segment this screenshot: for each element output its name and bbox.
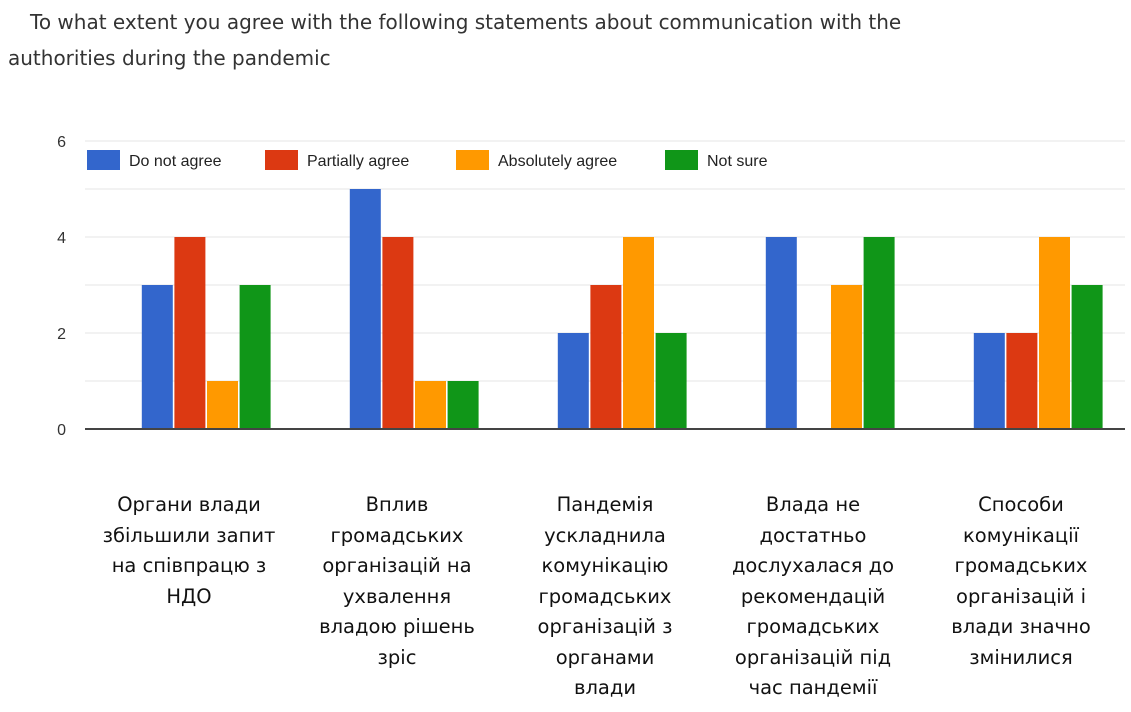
bar [765, 237, 797, 429]
legend-item: Do not agree [87, 150, 222, 170]
x-category-label-line: органами [555, 645, 655, 669]
chart-bars [141, 189, 1103, 429]
legend-swatch [87, 150, 120, 170]
bar [973, 333, 1005, 429]
x-category-label-line: Вплив [365, 493, 429, 516]
y-axis-ticks: 0 2 4 6 [57, 134, 66, 439]
bar [623, 237, 654, 429]
chart-legend: Do not agree Partially agree Absolutely ag… [87, 150, 768, 170]
bar [239, 285, 271, 429]
bar [655, 333, 687, 429]
legend-item: Partially agree [265, 150, 409, 170]
x-category-label: Органи влади збільшили запит на співпрацю … [101, 490, 277, 612]
bar [382, 237, 414, 429]
x-category-label: Пандемія ускладнила комунікацію громадських… [517, 490, 693, 704]
x-category-label-line: час пандемії [748, 676, 878, 699]
chart-title-line-2: authorities during the pandemic [8, 46, 331, 70]
bar [1039, 237, 1070, 429]
x-category-label-line: Влада не [765, 493, 861, 516]
x-category-label: Влада не достатньо дослухалася до рекоменда… [725, 490, 901, 704]
x-category-label-line: на співпрацю з [111, 554, 267, 577]
bar [141, 285, 173, 429]
y-tick-label: 4 [57, 230, 66, 247]
legend-swatch [265, 150, 298, 170]
chart-title-line-1: To what extent you agree with the follow… [30, 10, 902, 34]
x-category-label-line: громадських [954, 554, 1088, 577]
x-category-label-line: Пандемія [556, 493, 654, 516]
y-tick-label: 6 [57, 134, 66, 151]
x-category-label-line: НДО [166, 584, 212, 608]
x-category-label-line: організацій і [956, 584, 1086, 608]
bar [207, 381, 238, 429]
x-category-label-line: рекомендацій [740, 584, 886, 608]
bar [557, 333, 589, 429]
x-category-label-line: влади [573, 676, 637, 699]
y-tick-label: 0 [57, 422, 66, 439]
x-category-label-line: дослухалася до [731, 554, 895, 577]
bar [415, 381, 446, 429]
x-category-label-line: владою рішень [319, 615, 475, 638]
legend-item: Absolutely agree [456, 150, 617, 170]
x-category-label: Вплив громадських організацій на ухвалення в… [309, 490, 485, 673]
bar [349, 189, 381, 429]
y-tick-label: 2 [57, 326, 66, 343]
legend-label: Not sure [707, 153, 768, 170]
x-category-label-line: організацій на [322, 554, 472, 577]
legend-item: Not sure [665, 150, 768, 170]
x-category-label-line: змінилися [969, 645, 1073, 669]
bar [1071, 285, 1103, 429]
x-category-label-line: громадських [330, 523, 464, 547]
x-category-label-line: влади значно [951, 615, 1091, 638]
x-category-label-line: Органи влади [117, 493, 261, 516]
chart-title: To what extent you agree with the follow… [8, 4, 1108, 76]
legend-label: Do not agree [129, 153, 222, 170]
legend-label: Absolutely agree [498, 153, 617, 170]
x-category-label-line: ухвалення [342, 584, 452, 608]
x-category-label-line: достатньо [759, 523, 867, 547]
x-category-label-line: громадських [746, 615, 880, 638]
x-category-label-line: зріс [377, 645, 417, 669]
legend-swatch [665, 150, 698, 170]
x-category-label: Способи комунікації громадських організацій… [933, 490, 1109, 673]
bar [590, 285, 622, 429]
bar [863, 237, 895, 429]
x-category-label-line: організацій з [537, 615, 673, 638]
bar [831, 285, 862, 429]
legend-swatch [456, 150, 489, 170]
x-category-label-line: ускладнила [544, 523, 666, 547]
x-category-label-line: збільшили запит [102, 523, 276, 547]
bar [447, 381, 479, 429]
x-category-label-line: громадських [538, 584, 672, 608]
x-category-label-line: комунікацію [541, 554, 669, 577]
x-category-label-line: Способи [978, 493, 1064, 516]
x-category-label-line: комунікації [963, 523, 1079, 547]
x-category-label-line: організацій під [734, 645, 892, 669]
bar [174, 237, 206, 429]
bar [1006, 333, 1038, 429]
legend-label: Partially agree [307, 153, 409, 170]
